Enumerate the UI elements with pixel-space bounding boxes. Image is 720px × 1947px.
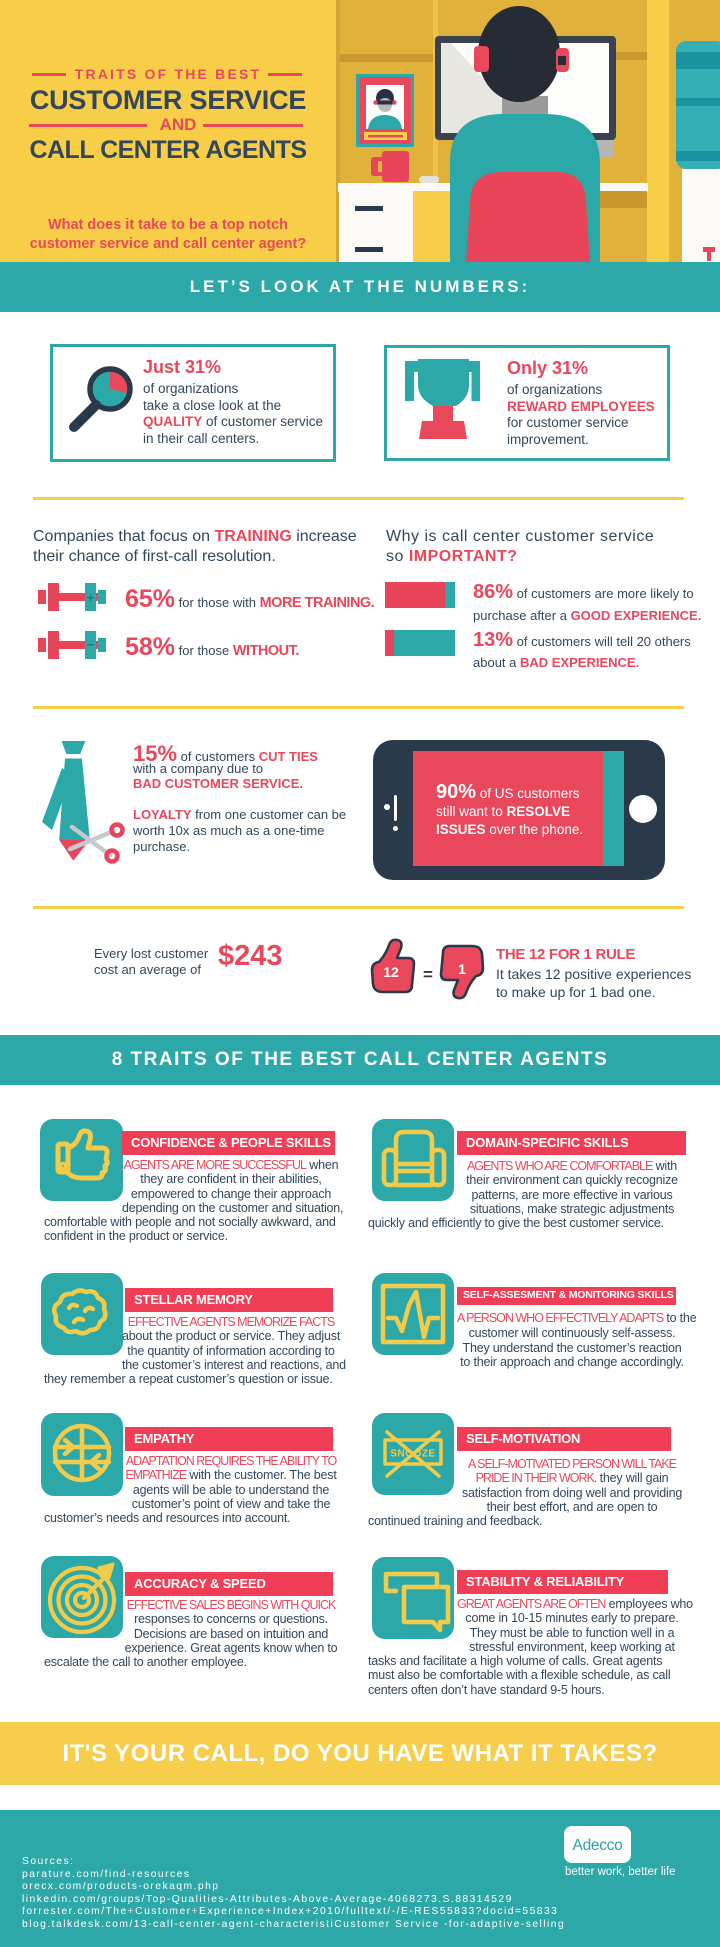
svg-text:SNOOZE: SNOOZE	[390, 1449, 435, 1460]
svg-text:12: 12	[383, 964, 399, 980]
svg-text:+: +	[87, 590, 95, 605]
svg-text:1: 1	[458, 961, 466, 977]
svg-text:−: −	[87, 637, 95, 652]
svg-text:=: =	[423, 965, 433, 984]
